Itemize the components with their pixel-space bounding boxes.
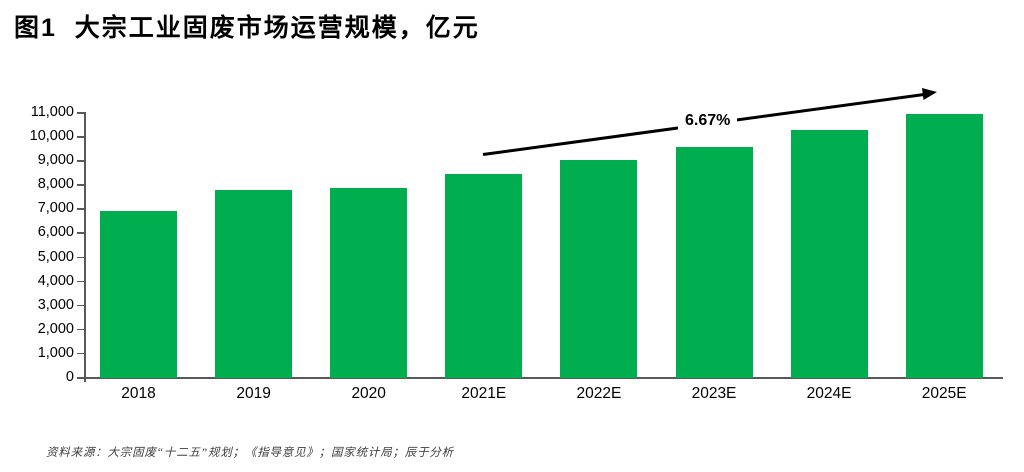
y-axis-tick-label: 2,000 (37, 320, 74, 337)
x-axis-label-2023E: 2023E (691, 385, 737, 402)
x-axis-label-2019: 2019 (236, 385, 271, 402)
y-axis-tick-mark (77, 160, 84, 162)
y-axis-tick-mark (77, 328, 84, 331)
y-axis-tick-label: 6,000 (37, 224, 74, 241)
y-axis-tick-label: 1,000 (37, 344, 74, 361)
y-axis-tick-mark (77, 112, 84, 114)
bar-2018 (100, 210, 177, 378)
x-axis-label-2022E: 2022E (576, 385, 622, 402)
bar-2023E (675, 146, 753, 378)
y-axis-tick-label: 0 (65, 369, 74, 385)
y-axis-tick-mark (77, 232, 84, 234)
y-axis-tick-mark (77, 136, 84, 138)
x-axis-label-2020: 2020 (351, 385, 386, 402)
y-axis-tick-label: 8,000 (37, 176, 74, 193)
y-axis-tick-mark (77, 208, 84, 210)
y-axis-tick-mark (77, 304, 84, 307)
y-axis-tick-label: 4,000 (37, 272, 74, 289)
y-axis-tick-label: 11,000 (30, 104, 74, 120)
y-axis-tick-label: 5,000 (37, 248, 74, 265)
y-axis-tick-label: 10,000 (29, 128, 74, 145)
x-axis-line (84, 377, 1003, 379)
source-note: 资料来源：大宗固废“十二五”规划；《指导意见》；国家统计局；辰于分析 (46, 447, 454, 459)
bar-2021E (445, 174, 523, 378)
y-axis-line (84, 112, 86, 382)
y-axis-tick-label: 9,000 (37, 152, 74, 169)
y-axis-tick-mark (77, 184, 84, 186)
bar-2019 (215, 190, 293, 378)
bar-2022E (560, 159, 638, 378)
y-axis-tick-mark (77, 352, 84, 355)
y-axis-tick-label: 7,000 (37, 200, 74, 217)
y-axis-tick-label: 3,000 (37, 296, 74, 313)
y-axis-tick-mark (77, 256, 84, 259)
x-axis-label-2024E: 2024E (806, 385, 852, 402)
x-axis-label-2025E: 2025E (921, 385, 967, 402)
y-axis-tick-mark (77, 377, 84, 379)
x-axis-label-2018: 2018 (121, 385, 156, 402)
x-axis-label-2021E: 2021E (461, 385, 507, 402)
cagr-value-label: 6.67% (678, 112, 738, 130)
bar-2024E (790, 129, 868, 378)
chart-title: 图1 大宗工业固废市场运营规模，亿元 (14, 14, 480, 42)
y-axis-tick-mark (77, 280, 84, 283)
bar-2025E (905, 114, 983, 378)
bar-2020 (330, 187, 408, 378)
